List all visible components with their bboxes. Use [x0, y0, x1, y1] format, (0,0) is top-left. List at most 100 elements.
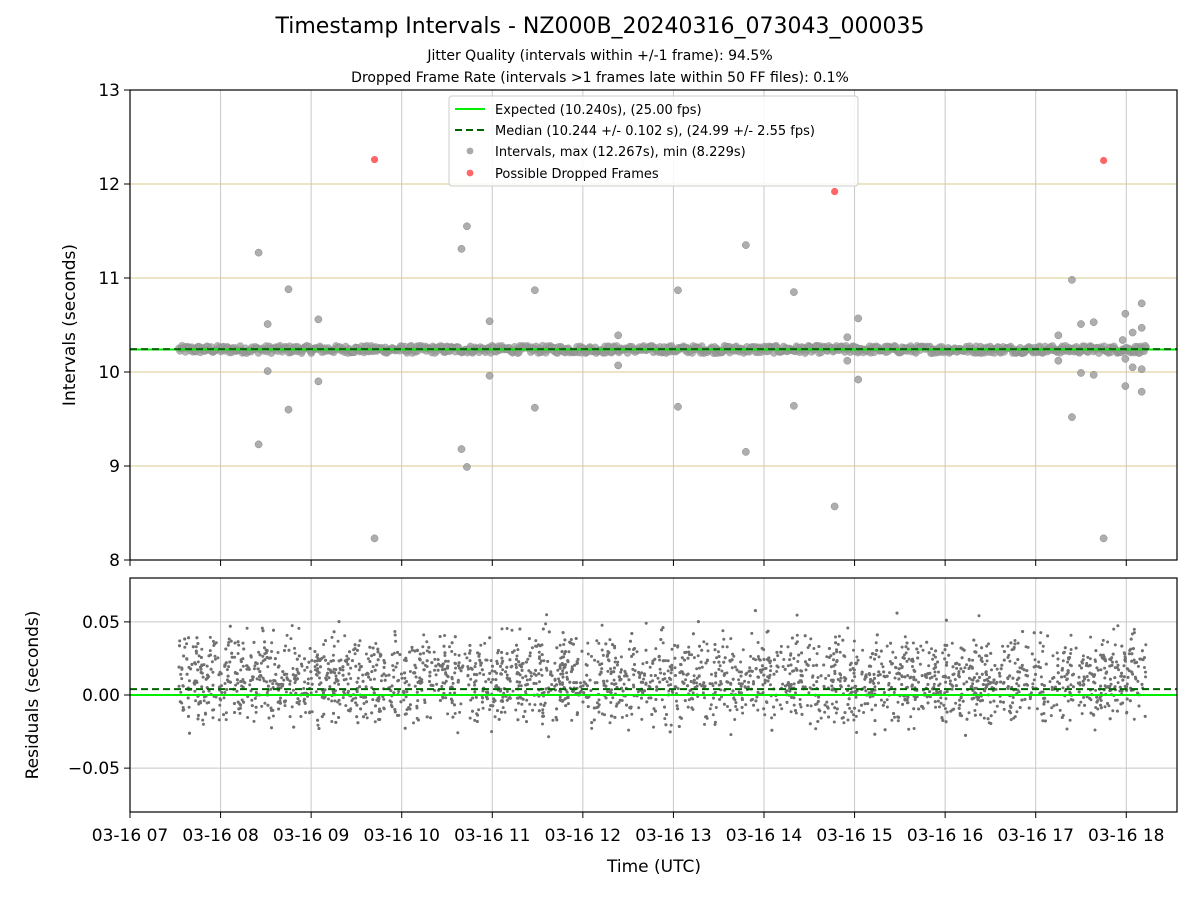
residual-point [832, 720, 836, 724]
residual-point [201, 675, 205, 679]
residual-point [839, 676, 843, 680]
legend-entry-label: Expected (10.240s), (25.00 fps) [495, 103, 702, 118]
residual-point [611, 643, 614, 647]
residual-point [985, 673, 989, 677]
residual-point [984, 683, 988, 687]
residual-point [1049, 714, 1053, 718]
residual-point [656, 676, 660, 680]
residual-point [245, 626, 249, 630]
residual-point [723, 672, 727, 676]
residual-point [416, 680, 420, 684]
residual-point [1069, 664, 1073, 668]
residual-point [900, 665, 904, 669]
residual-point [1131, 647, 1135, 651]
residual-point [951, 673, 955, 677]
residual-point [505, 676, 509, 680]
residual-point [206, 673, 209, 677]
residual-point [857, 709, 861, 713]
residual-point [776, 654, 780, 658]
residual-point [525, 720, 528, 724]
residual-point [331, 659, 335, 663]
residual-point [793, 709, 797, 712]
residual-point [733, 718, 737, 721]
residual-point [590, 654, 593, 658]
residual-point [205, 664, 209, 668]
residual-point [809, 704, 813, 708]
residual-point [289, 691, 293, 695]
residual-point [305, 665, 309, 669]
residual-point [947, 676, 951, 680]
residual-point [223, 682, 227, 685]
residual-point [725, 680, 729, 684]
residual-point [407, 683, 411, 687]
residual-point [888, 660, 892, 663]
residual-point [808, 658, 812, 661]
residual-point [957, 706, 961, 710]
residual-point [653, 709, 657, 713]
residual-point [459, 669, 463, 673]
residual-point [449, 697, 453, 701]
residual-point [999, 667, 1003, 671]
residual-point [854, 662, 858, 666]
residual-point [388, 699, 392, 703]
residual-point [195, 636, 199, 640]
residual-point [252, 719, 256, 723]
residual-point [600, 648, 604, 652]
residual-point [254, 710, 258, 714]
residual-point [436, 658, 440, 662]
residual-point [853, 675, 857, 679]
residual-point [333, 699, 337, 703]
residual-point [268, 679, 272, 683]
residual-point [418, 657, 421, 661]
residual-point [598, 663, 602, 667]
residual-point [553, 661, 557, 665]
residual-point [379, 679, 383, 683]
residual-point [783, 667, 787, 671]
residual-point [763, 678, 767, 682]
residual-point [434, 673, 438, 677]
residual-point [640, 717, 644, 721]
residual-point [453, 635, 457, 639]
residual-point [1028, 695, 1032, 699]
residual-point [405, 708, 409, 712]
residual-point [1096, 668, 1100, 672]
residual-point [337, 682, 341, 686]
residual-point [560, 662, 564, 665]
residual-point [186, 696, 190, 700]
residual-point [663, 717, 667, 721]
residual-point [658, 658, 662, 662]
residual-point [669, 665, 673, 669]
residual-point [620, 699, 624, 702]
residual-point [1094, 649, 1098, 653]
residual-point [235, 678, 239, 682]
residual-point [761, 683, 765, 687]
residual-point [680, 656, 684, 660]
residual-point [853, 706, 856, 710]
residual-point [981, 698, 984, 702]
residual-point [882, 691, 886, 694]
residual-point [1032, 631, 1036, 635]
residual-point [1111, 652, 1115, 656]
residual-point [816, 676, 820, 679]
residual-point [1142, 666, 1146, 669]
residual-point [873, 732, 877, 736]
residual-point [773, 713, 776, 717]
residual-point [1002, 650, 1006, 653]
residual-point [612, 666, 616, 670]
residual-point [633, 669, 637, 673]
residual-point [889, 641, 893, 645]
residual-point [1094, 706, 1098, 709]
residual-point [190, 662, 194, 666]
residual-point [1081, 679, 1085, 683]
residual-point [185, 642, 189, 646]
residual-point [1127, 669, 1131, 673]
residual-point [1060, 716, 1064, 719]
time-x-tick-label: 03-16 15 [816, 826, 892, 846]
residual-point [361, 679, 365, 683]
residual-point [863, 677, 867, 681]
residual-point [278, 699, 282, 703]
residual-point [950, 641, 954, 645]
time-x-tick-label: 03-16 09 [273, 826, 349, 846]
residual-point [1002, 658, 1006, 662]
